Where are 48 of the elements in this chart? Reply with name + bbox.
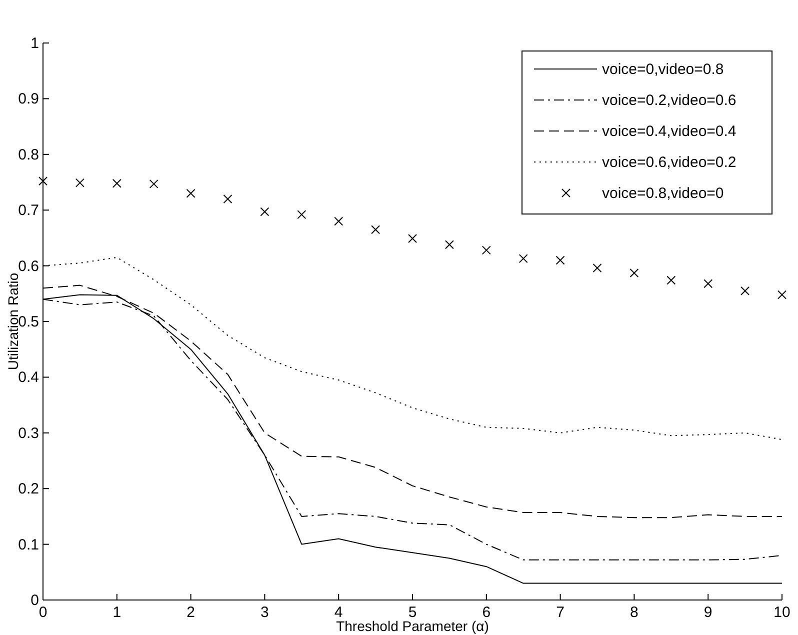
x-tick-label: 4	[334, 604, 343, 621]
y-tick-label: 0.2	[18, 480, 39, 498]
x-tick-label: 8	[630, 604, 638, 621]
x-tick-label: 3	[260, 604, 269, 621]
point	[371, 225, 380, 234]
x-axis-title: Threshold Parameter (α)	[336, 618, 489, 634]
y-tick-label: 1	[30, 35, 39, 52]
point	[112, 178, 122, 188]
x-tick-label: 2	[186, 604, 195, 621]
point	[334, 216, 344, 226]
y-tick-label: 0.9	[18, 90, 39, 108]
point	[556, 256, 565, 265]
legend-label: voice=0,video=0.8	[602, 61, 724, 78]
legend-label: voice=0.4,video=0.4	[602, 123, 736, 140]
point	[666, 276, 676, 285]
x-tick-label: 1	[112, 604, 122, 621]
point	[408, 234, 417, 244]
point	[444, 240, 454, 250]
x-tick-label: 5	[408, 604, 417, 621]
y-tick-label: 0.7	[18, 202, 39, 220]
y-tick-label: 0.5	[18, 314, 39, 330]
point	[778, 290, 786, 300]
point	[630, 268, 639, 278]
point	[482, 246, 491, 255]
point	[186, 188, 196, 198]
legend-label: voice=0.6,video=0.2	[602, 154, 736, 171]
legend-label: voice=0.8,video=0	[602, 185, 724, 202]
x-tick-label: 9	[704, 604, 712, 621]
legend-label: voice=0.2,video=0.6	[602, 92, 736, 109]
y-tick-label: 0	[30, 592, 39, 609]
y-tick-label: 0.1	[18, 536, 39, 554]
point	[38, 176, 48, 186]
y-tick-label: 0.6	[18, 258, 39, 275]
point	[518, 254, 528, 264]
y-tick-label: 0.8	[18, 146, 39, 164]
x-tick-label: 6	[482, 604, 491, 621]
x-tick-label: 7	[556, 604, 564, 621]
point	[75, 178, 84, 188]
point	[223, 194, 232, 204]
point	[260, 207, 270, 216]
y-tick-label: 0.4	[18, 369, 39, 386]
x-tick-label: 10	[774, 604, 790, 621]
point	[704, 279, 713, 288]
y-tick-label: 0.3	[18, 424, 39, 442]
point	[592, 264, 602, 273]
point	[149, 179, 158, 188]
point	[297, 210, 306, 220]
point	[740, 286, 750, 296]
